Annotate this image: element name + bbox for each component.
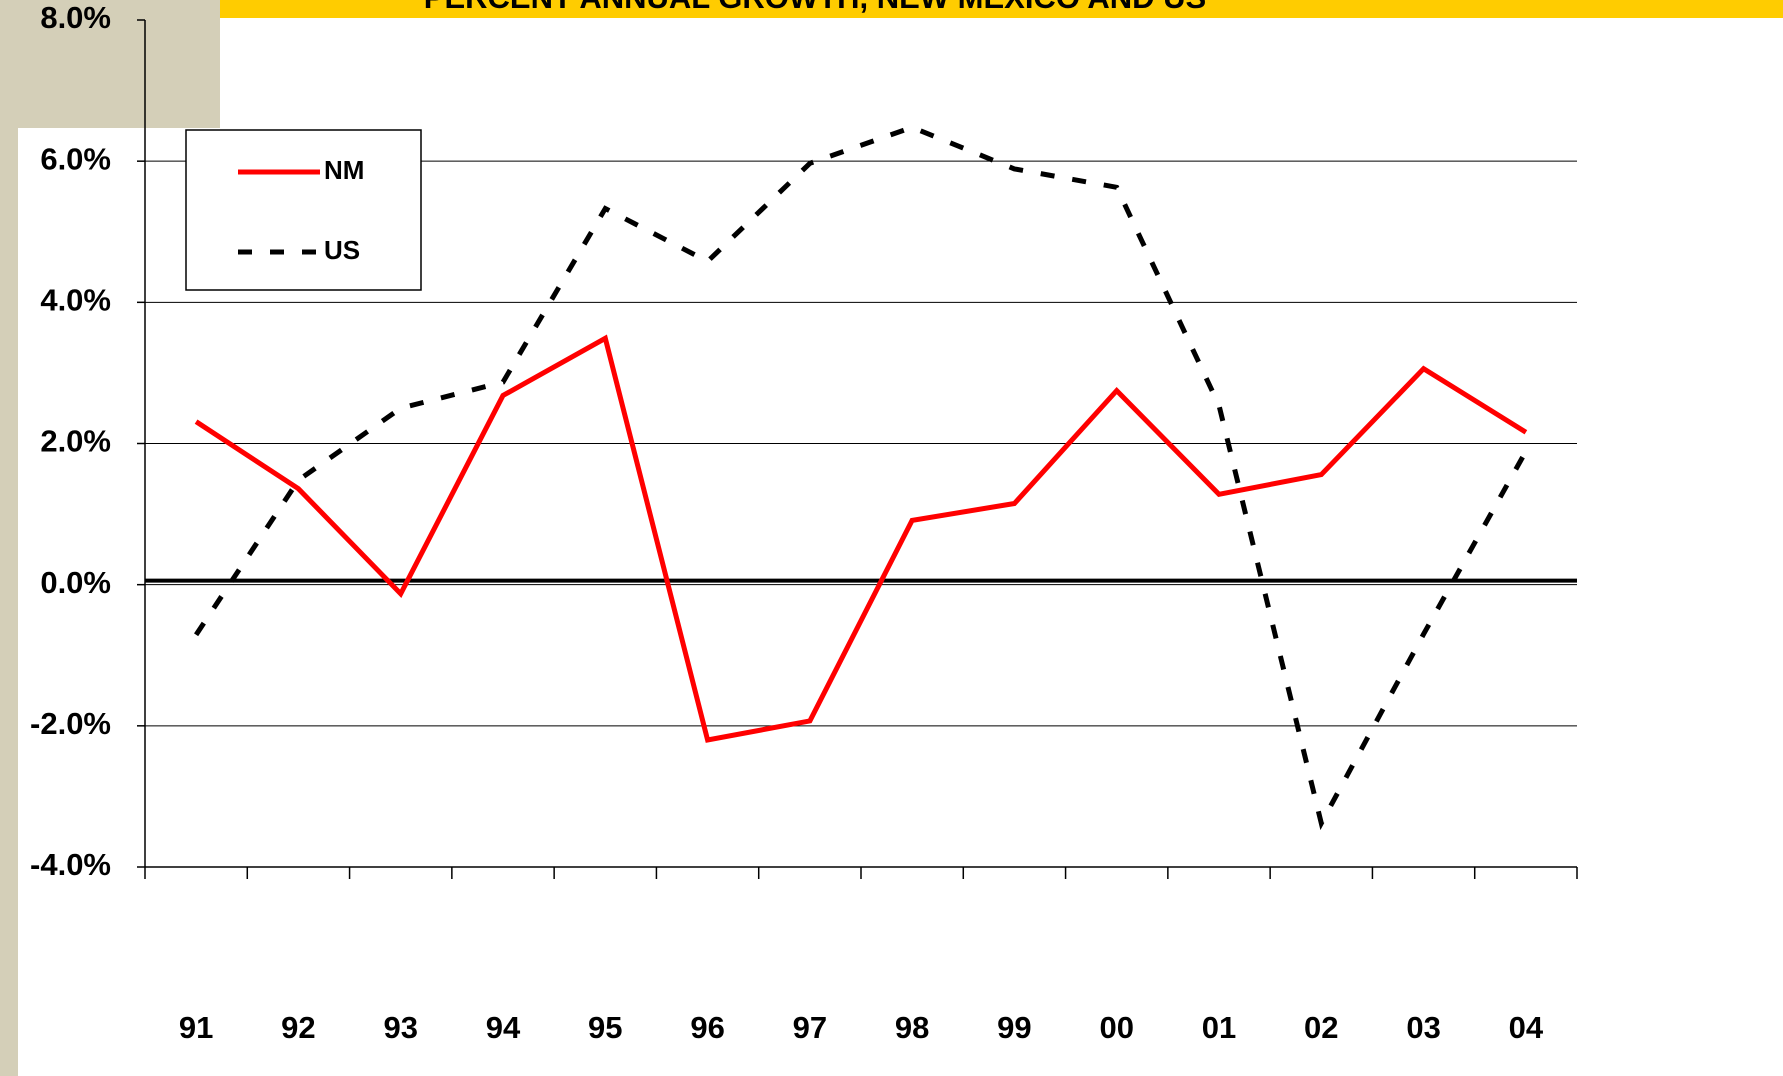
x-tick-label: 97	[793, 1010, 827, 1045]
chart-title: PERCENT ANNUAL GROWTH, NEW MEXICO AND US	[424, 0, 1206, 15]
x-tick-label: 98	[895, 1010, 929, 1045]
x-tick-label: 03	[1406, 1010, 1440, 1045]
x-tick-label: 91	[179, 1010, 213, 1045]
y-tick-label: -2.0%	[30, 706, 111, 741]
x-tick-label: 04	[1509, 1010, 1544, 1045]
y-tick-label: 4.0%	[40, 283, 111, 318]
legend-label: US	[324, 235, 360, 265]
y-tick-label: 6.0%	[40, 141, 111, 176]
x-tick-label: 95	[588, 1010, 622, 1045]
x-tick-label: 96	[690, 1010, 724, 1045]
legend-box	[185, 129, 422, 291]
x-tick-label: 02	[1304, 1010, 1338, 1045]
x-tick-label: 92	[281, 1010, 315, 1045]
legend-label: NM	[324, 155, 364, 185]
title-banner	[220, 0, 1783, 18]
y-tick-label: 2.0%	[40, 424, 111, 459]
background-panel	[0, 0, 220, 128]
x-tick-label: 99	[997, 1010, 1031, 1045]
x-tick-label: 93	[383, 1010, 417, 1045]
series-line	[194, 334, 1528, 743]
y-tick-label: 8.0%	[40, 0, 111, 35]
x-tick-label: 01	[1202, 1010, 1236, 1045]
x-tick-label: 94	[486, 1010, 521, 1045]
y-tick-label: -4.0%	[30, 847, 111, 882]
y-tick-label: 0.0%	[40, 565, 111, 600]
series-line	[194, 124, 1529, 831]
x-tick-label: 00	[1099, 1010, 1133, 1045]
background-strip	[0, 0, 18, 1076]
